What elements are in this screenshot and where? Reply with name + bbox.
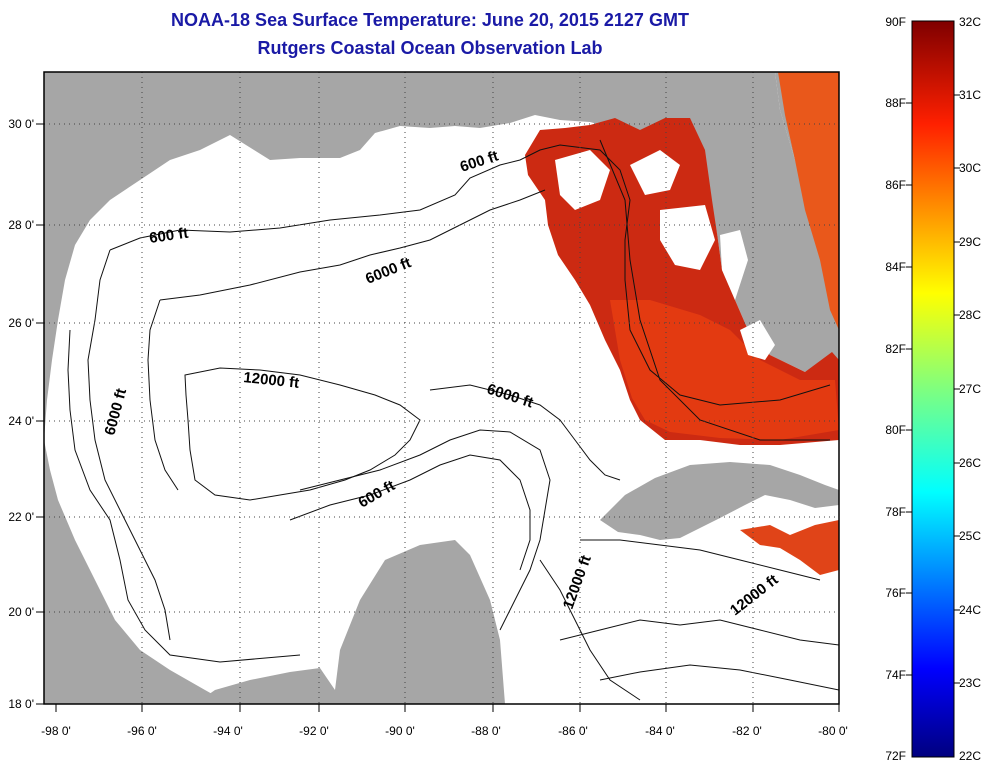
y-tick-label: 22 0' — [8, 510, 34, 524]
y-tick-label: 28 0' — [8, 218, 34, 232]
colorbar-label-c: 31C — [959, 88, 981, 102]
colorbar-label-f: 84F — [885, 260, 906, 274]
map-subtitle: Rutgers Coastal Ocean Observation Lab — [257, 38, 603, 58]
x-tick-label: -82 0' — [732, 724, 762, 738]
colorbar-label-f: 76F — [885, 586, 906, 600]
colorbar-label-f: 80F — [885, 423, 906, 437]
x-tick-label: -80 0' — [818, 724, 848, 738]
colorbar-label-f: 88F — [885, 96, 906, 110]
land-mexico — [44, 440, 230, 704]
colorbar-label-c: 25C — [959, 529, 981, 543]
y-tick-label: 18 0' — [8, 697, 34, 711]
colorbar-label-c: 22C — [959, 749, 981, 763]
cloud-gap — [660, 205, 715, 270]
y-tick-label: 24 0' — [8, 414, 34, 428]
lat-lon-grid — [44, 72, 839, 704]
colorbar-label-f: 90F — [885, 15, 906, 29]
cloud-gap — [630, 150, 680, 195]
axis-ticks — [36, 123, 840, 712]
x-tick-label: -88 0' — [471, 724, 501, 738]
land-us-coast — [44, 72, 838, 440]
x-tick-label: -84 0' — [645, 724, 675, 738]
colorbar-label-f: 74F — [885, 668, 906, 682]
land-cuba — [600, 462, 839, 540]
sst-swath-west-florida-warm — [610, 300, 839, 440]
colorbar-label-c: 30C — [959, 161, 981, 175]
colorbar-label-f: 78F — [885, 505, 906, 519]
colorbar-label-c: 23C — [959, 676, 981, 690]
land-yucatan — [195, 540, 505, 704]
x-tick-label: -86 0' — [558, 724, 588, 738]
colorbar — [911, 20, 955, 758]
colorbar-ticks — [906, 94, 960, 684]
colorbar-label-c: 29C — [959, 235, 981, 249]
cloud-gap — [720, 230, 748, 300]
y-tick-label: 30 0' — [8, 117, 34, 131]
y-tick-label: 20 0' — [8, 605, 34, 619]
contour-label: 12000 ft — [243, 369, 300, 392]
plot-frame — [43, 71, 840, 705]
colorbar-label-c: 32C — [959, 15, 981, 29]
bathymetry-contours — [67, 139, 839, 701]
colorbar-label-c: 27C — [959, 382, 981, 396]
cloud-gap — [555, 150, 610, 210]
x-tick-label: -92 0' — [299, 724, 329, 738]
cloud-gap — [740, 320, 775, 360]
y-tick-label: 26 0' — [8, 316, 34, 330]
x-tick-label: -94 0' — [213, 724, 243, 738]
colorbar-label-f: 72F — [885, 749, 906, 763]
x-tick-label: -90 0' — [385, 724, 415, 738]
colorbar-label-f: 82F — [885, 342, 906, 356]
map-title: NOAA-18 Sea Surface Temperature: June 20… — [171, 10, 689, 30]
sst-cuba-north — [740, 520, 839, 575]
sst-swath-atlantic — [778, 72, 839, 330]
contour-label: 600 ft — [148, 225, 189, 247]
colorbar-label-c: 28C — [959, 308, 981, 322]
x-tick-label: -98 0' — [41, 724, 71, 738]
colorbar-label-c: 24C — [959, 603, 981, 617]
colorbar-label-c: 26C — [959, 456, 981, 470]
x-tick-label: -96 0' — [127, 724, 157, 738]
colorbar-label-f: 86F — [885, 178, 906, 192]
